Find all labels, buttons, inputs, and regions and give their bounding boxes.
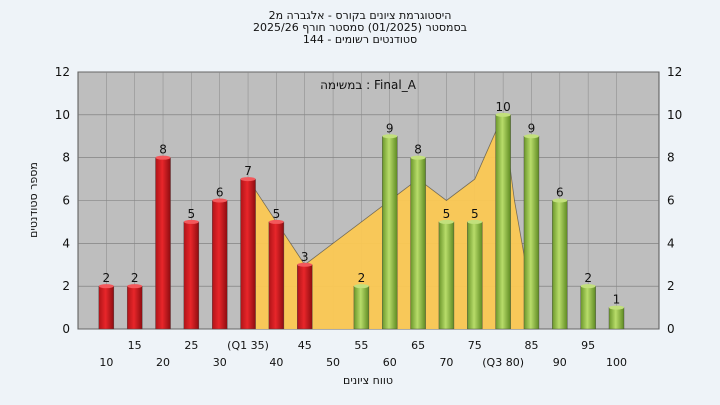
x-tick-label: 90 (553, 356, 567, 369)
x-tick-label: 55 (354, 339, 368, 352)
bar-data-label: 2 (131, 271, 139, 285)
bar-top (495, 112, 511, 117)
bar-data-label: 9 (528, 121, 536, 135)
chart-annotation: במשימה : Final_A (320, 78, 417, 92)
x-tick-label: 60 (383, 356, 397, 369)
x-tick-label: 95 (581, 339, 595, 352)
bar-data-label: 8 (414, 143, 422, 157)
bar-top (552, 198, 568, 203)
bar-data-label: 10 (495, 100, 510, 114)
bar-top (212, 198, 228, 203)
x-tick-label: 45 (298, 339, 312, 352)
bar-top (98, 284, 114, 289)
x-tick-label: 70 (439, 356, 453, 369)
y-tick-label-right: 0 (667, 322, 675, 336)
bar-top (410, 155, 426, 160)
chart-titles: היסטוגרמת ציונים בקורס - אלגברה מ2 בסמסט… (0, 10, 720, 46)
y-tick-label-left: 0 (62, 322, 70, 336)
bar (183, 221, 200, 330)
bar (608, 307, 625, 330)
x-tick-label: 15 (128, 339, 142, 352)
bar (240, 178, 256, 330)
chart-title: היסטוגרמת ציונים בקורס - אלגברה מ2 (268, 9, 452, 22)
x-tick-label: 75 (468, 339, 482, 352)
y-tick-label-left: 10 (55, 108, 70, 122)
bar-data-label: 3 (301, 250, 309, 264)
bar-top (353, 284, 369, 289)
chart-subtitle-semester: בסמסטר (01/2025) סמסטר חורף 2025/26 (253, 21, 467, 34)
bar-top (240, 177, 256, 182)
bar-top (297, 262, 313, 267)
x-tick-label: (Q1 35) (227, 339, 269, 352)
bar (268, 221, 285, 330)
bar-data-label: 8 (159, 143, 167, 157)
bar-top (183, 219, 199, 224)
bar-top (467, 219, 483, 224)
bar-top (127, 284, 143, 289)
y-tick-label-left: 12 (55, 65, 70, 79)
x-tick-label: 65 (411, 339, 425, 352)
y-tick-label-right: 4 (667, 236, 675, 250)
bar-data-label: 9 (386, 121, 394, 135)
bar-data-label: 2 (358, 271, 366, 285)
x-tick-label: 100 (606, 356, 627, 369)
bar-data-label: 6 (216, 186, 224, 200)
bar-data-label: 6 (556, 186, 564, 200)
bar-top (580, 284, 596, 289)
bar-top (268, 219, 284, 224)
chart-subtitle-students: סטודנטים רשומים - 144 (302, 33, 418, 46)
bar (467, 221, 483, 330)
x-tick-label: 85 (524, 339, 538, 352)
y-axis-title: מספר סטודנטים (27, 162, 40, 238)
bar (438, 221, 455, 330)
bar (580, 285, 596, 330)
x-tick-label: 30 (213, 356, 227, 369)
x-tick-label: 20 (156, 356, 170, 369)
bar-data-label: 5 (273, 207, 281, 221)
bar-data-label: 5 (443, 207, 451, 221)
y-tick-label-left: 8 (62, 151, 70, 165)
x-tick-label: 50 (326, 356, 340, 369)
bar (382, 136, 398, 330)
bar (410, 157, 426, 330)
y-tick-label-left: 6 (62, 194, 70, 208)
bar (523, 136, 540, 330)
bar-top (523, 134, 539, 139)
bar-data-label: 2 (584, 271, 592, 285)
bar-data-label: 2 (103, 271, 111, 285)
x-axis-title: טווח ציונים (343, 374, 393, 387)
y-tick-label-right: 12 (667, 65, 682, 79)
bar-data-label: 7 (244, 164, 252, 178)
y-tick-label-left: 4 (62, 236, 70, 250)
bar (495, 114, 511, 330)
bar-top (608, 305, 624, 310)
bar-data-label: 5 (188, 207, 196, 221)
x-tick-label: 25 (184, 339, 198, 352)
y-tick-label-right: 10 (667, 108, 682, 122)
bar-top (438, 219, 454, 224)
y-tick-label-right: 2 (667, 279, 675, 293)
bar-top (155, 155, 171, 160)
bar-top (382, 134, 398, 139)
bar-data-label: 5 (471, 207, 479, 221)
bar (126, 285, 143, 330)
x-tick-label: 10 (99, 356, 113, 369)
x-tick-label: 40 (269, 356, 283, 369)
y-tick-label-left: 2 (62, 279, 70, 293)
x-tick-label: (Q3 80) (482, 356, 524, 369)
bar (98, 285, 115, 330)
bar (552, 200, 568, 330)
bar (155, 157, 171, 330)
bar-data-label: 1 (613, 293, 621, 307)
bar (212, 200, 228, 330)
bar (353, 285, 370, 330)
bar (297, 264, 313, 330)
y-tick-label-right: 8 (667, 151, 675, 165)
y-tick-label-right: 6 (667, 194, 675, 208)
